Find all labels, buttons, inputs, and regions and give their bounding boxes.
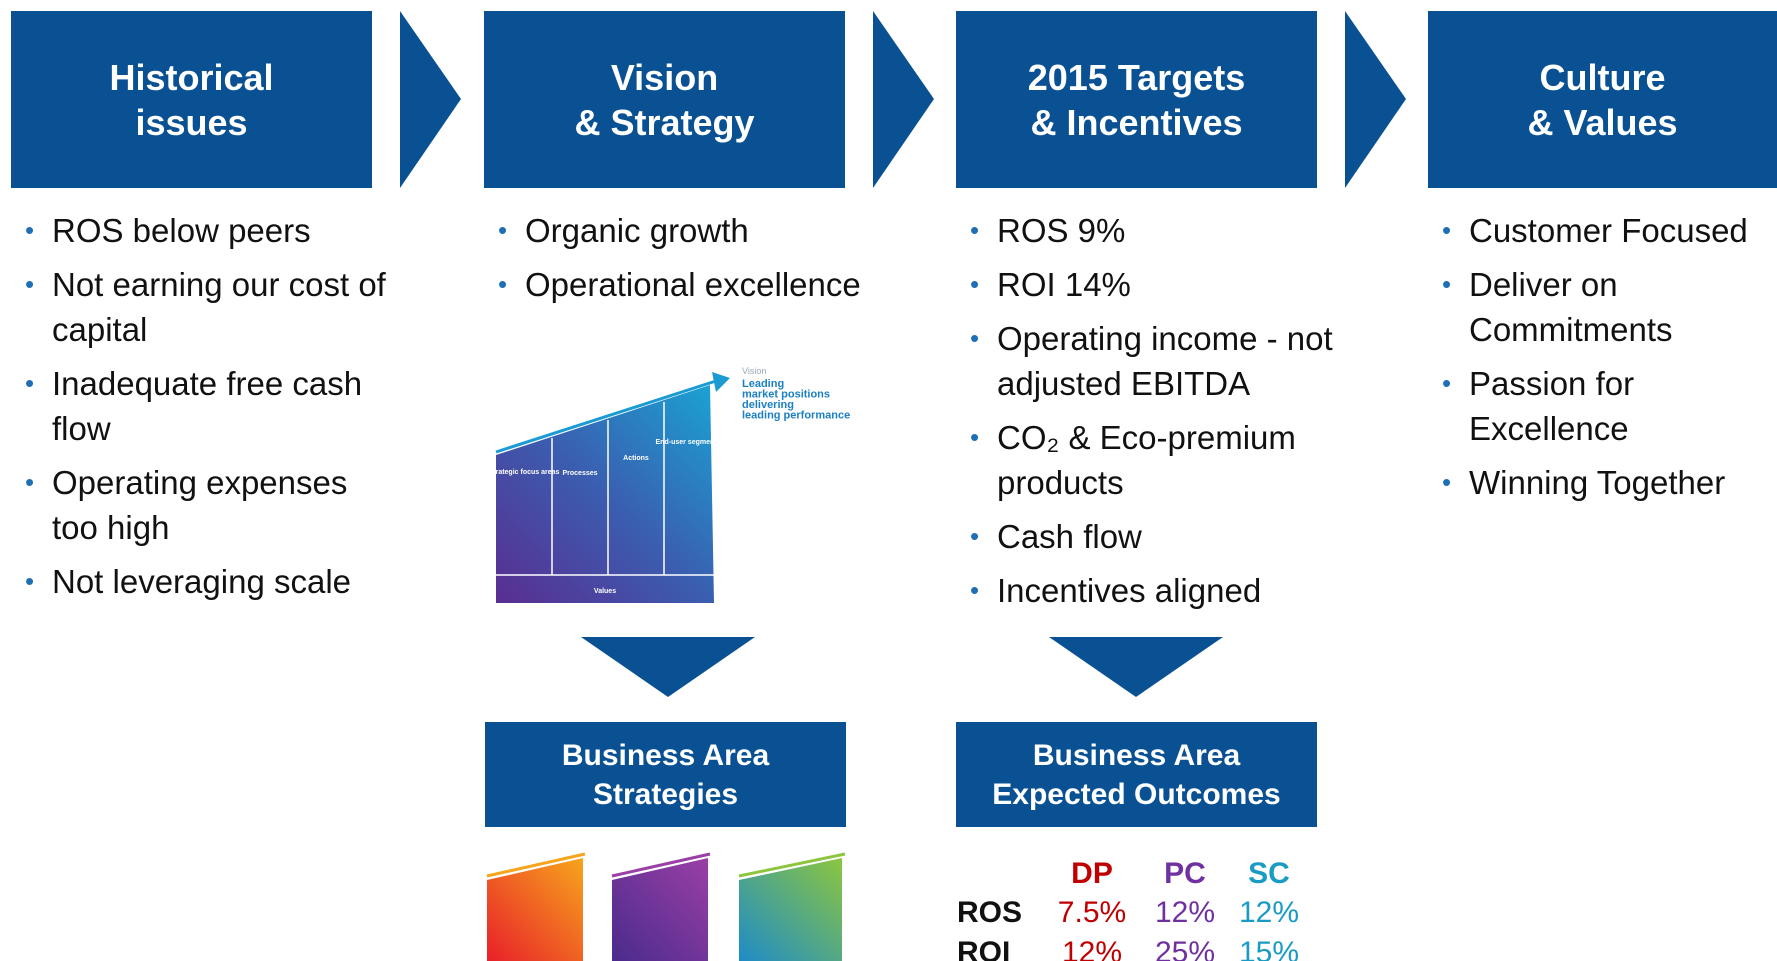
section-label: Strategic focus areas <box>489 469 560 476</box>
chevron <box>1345 11 1406 188</box>
bullet: Operating expenses too high <box>25 460 395 550</box>
sub-box-line: Business Area <box>561 738 770 772</box>
bullet: ROS below peers <box>25 208 395 253</box>
graphic-arrow <box>495 379 717 454</box>
row-label: ROS <box>957 896 1022 929</box>
mini-graphic <box>487 858 583 961</box>
header-line: issues <box>135 101 248 143</box>
bullet: Incentives aligned <box>970 568 1340 613</box>
bullet: Organic growth <box>498 208 868 253</box>
header-line: & Incentives <box>1030 101 1243 143</box>
table-header: SC <box>1248 857 1290 890</box>
table-cell: 15% <box>1239 936 1299 961</box>
sub-box-line: Expected Outcomes <box>992 777 1281 811</box>
bullet: Customer Focused <box>1442 208 1777 253</box>
header-line: 2015 Targets <box>1027 56 1246 98</box>
small-graphics <box>486 852 846 961</box>
bullet: CO₂ & Eco-premium products <box>970 415 1340 505</box>
mini-graphic <box>739 858 842 961</box>
header-box: Historical issues <box>11 11 372 188</box>
down-arrow <box>581 637 755 697</box>
bullet-list: ROS below peers Not earning our cost of c… <box>25 208 395 613</box>
table-cell: 12% <box>1239 896 1299 929</box>
strategy-graphic <box>495 372 730 603</box>
bullet: Passion for Excellence <box>1442 361 1777 451</box>
table-cell: 12% <box>1155 896 1215 929</box>
bullet: ROS 9% <box>970 208 1340 253</box>
bullet-list: ROS 9% ROI 14% Operating income - not adju… <box>970 208 1340 622</box>
header-line: Historical <box>109 56 274 98</box>
row-label: ROI <box>957 936 1010 961</box>
bullet-list: Customer Focused Deliver on CommitmentsPa… <box>1442 208 1777 514</box>
graphic-body <box>496 385 714 603</box>
bullet: Not leveraging scale <box>25 559 395 604</box>
vision-text: leading performance <box>742 410 850 422</box>
vision-text: delivering <box>742 399 794 411</box>
bullet: Winning Together <box>1442 460 1777 505</box>
header-line: Culture <box>1539 56 1666 98</box>
mini-graphic <box>612 858 708 961</box>
bullet: Operating income - not adjusted EBITDA <box>970 316 1340 406</box>
graphic-arrowhead <box>712 372 730 392</box>
sub-box: Business Area Strategies <box>485 722 846 827</box>
header-line: & Strategy <box>574 101 755 143</box>
table-header: PC <box>1164 857 1206 890</box>
table-cell: 12% <box>1062 936 1122 961</box>
base-label: Values <box>594 588 616 595</box>
bullet: Cash flow <box>970 514 1340 559</box>
bullet: Inadequate free cash flow <box>25 361 395 451</box>
mini-arrow <box>738 852 846 878</box>
table-cell: 7.5% <box>1058 896 1126 929</box>
bullet: Operational excellence <box>498 262 868 307</box>
table-cell: 25% <box>1155 936 1215 961</box>
header-line: Vision <box>610 56 719 98</box>
table-header: DP <box>1071 857 1113 890</box>
sub-box-line: Business Area <box>1032 738 1241 772</box>
sub-box: Business Area Expected Outcomes <box>956 722 1317 827</box>
sub-box-line: Strategies <box>592 777 739 811</box>
chevron <box>400 11 461 188</box>
mini-arrow <box>611 852 711 878</box>
section-label: Processes <box>562 470 597 477</box>
mini-arrow <box>486 852 586 878</box>
vision-label: Vision <box>742 366 766 376</box>
bullet-list: Organic growth Operational excellence <box>498 208 868 316</box>
down-arrow <box>1049 637 1223 697</box>
section-label: End-user segments <box>656 439 721 446</box>
vision-text: Leading <box>742 378 784 390</box>
header-box: Culture & Values <box>1428 11 1777 188</box>
chevron <box>873 11 934 188</box>
header-box: 2015 Targets & Incentives <box>956 11 1317 188</box>
header-box: Vision & Strategy <box>484 11 845 188</box>
bullet: Deliver on Commitments <box>1442 262 1777 352</box>
bullet: Not earning our cost of capital <box>25 262 395 352</box>
section-label: Actions <box>623 455 649 462</box>
header-line: & Values <box>1527 101 1678 143</box>
vision-text: market positions <box>742 389 830 401</box>
bullet: ROI 14% <box>970 262 1340 307</box>
